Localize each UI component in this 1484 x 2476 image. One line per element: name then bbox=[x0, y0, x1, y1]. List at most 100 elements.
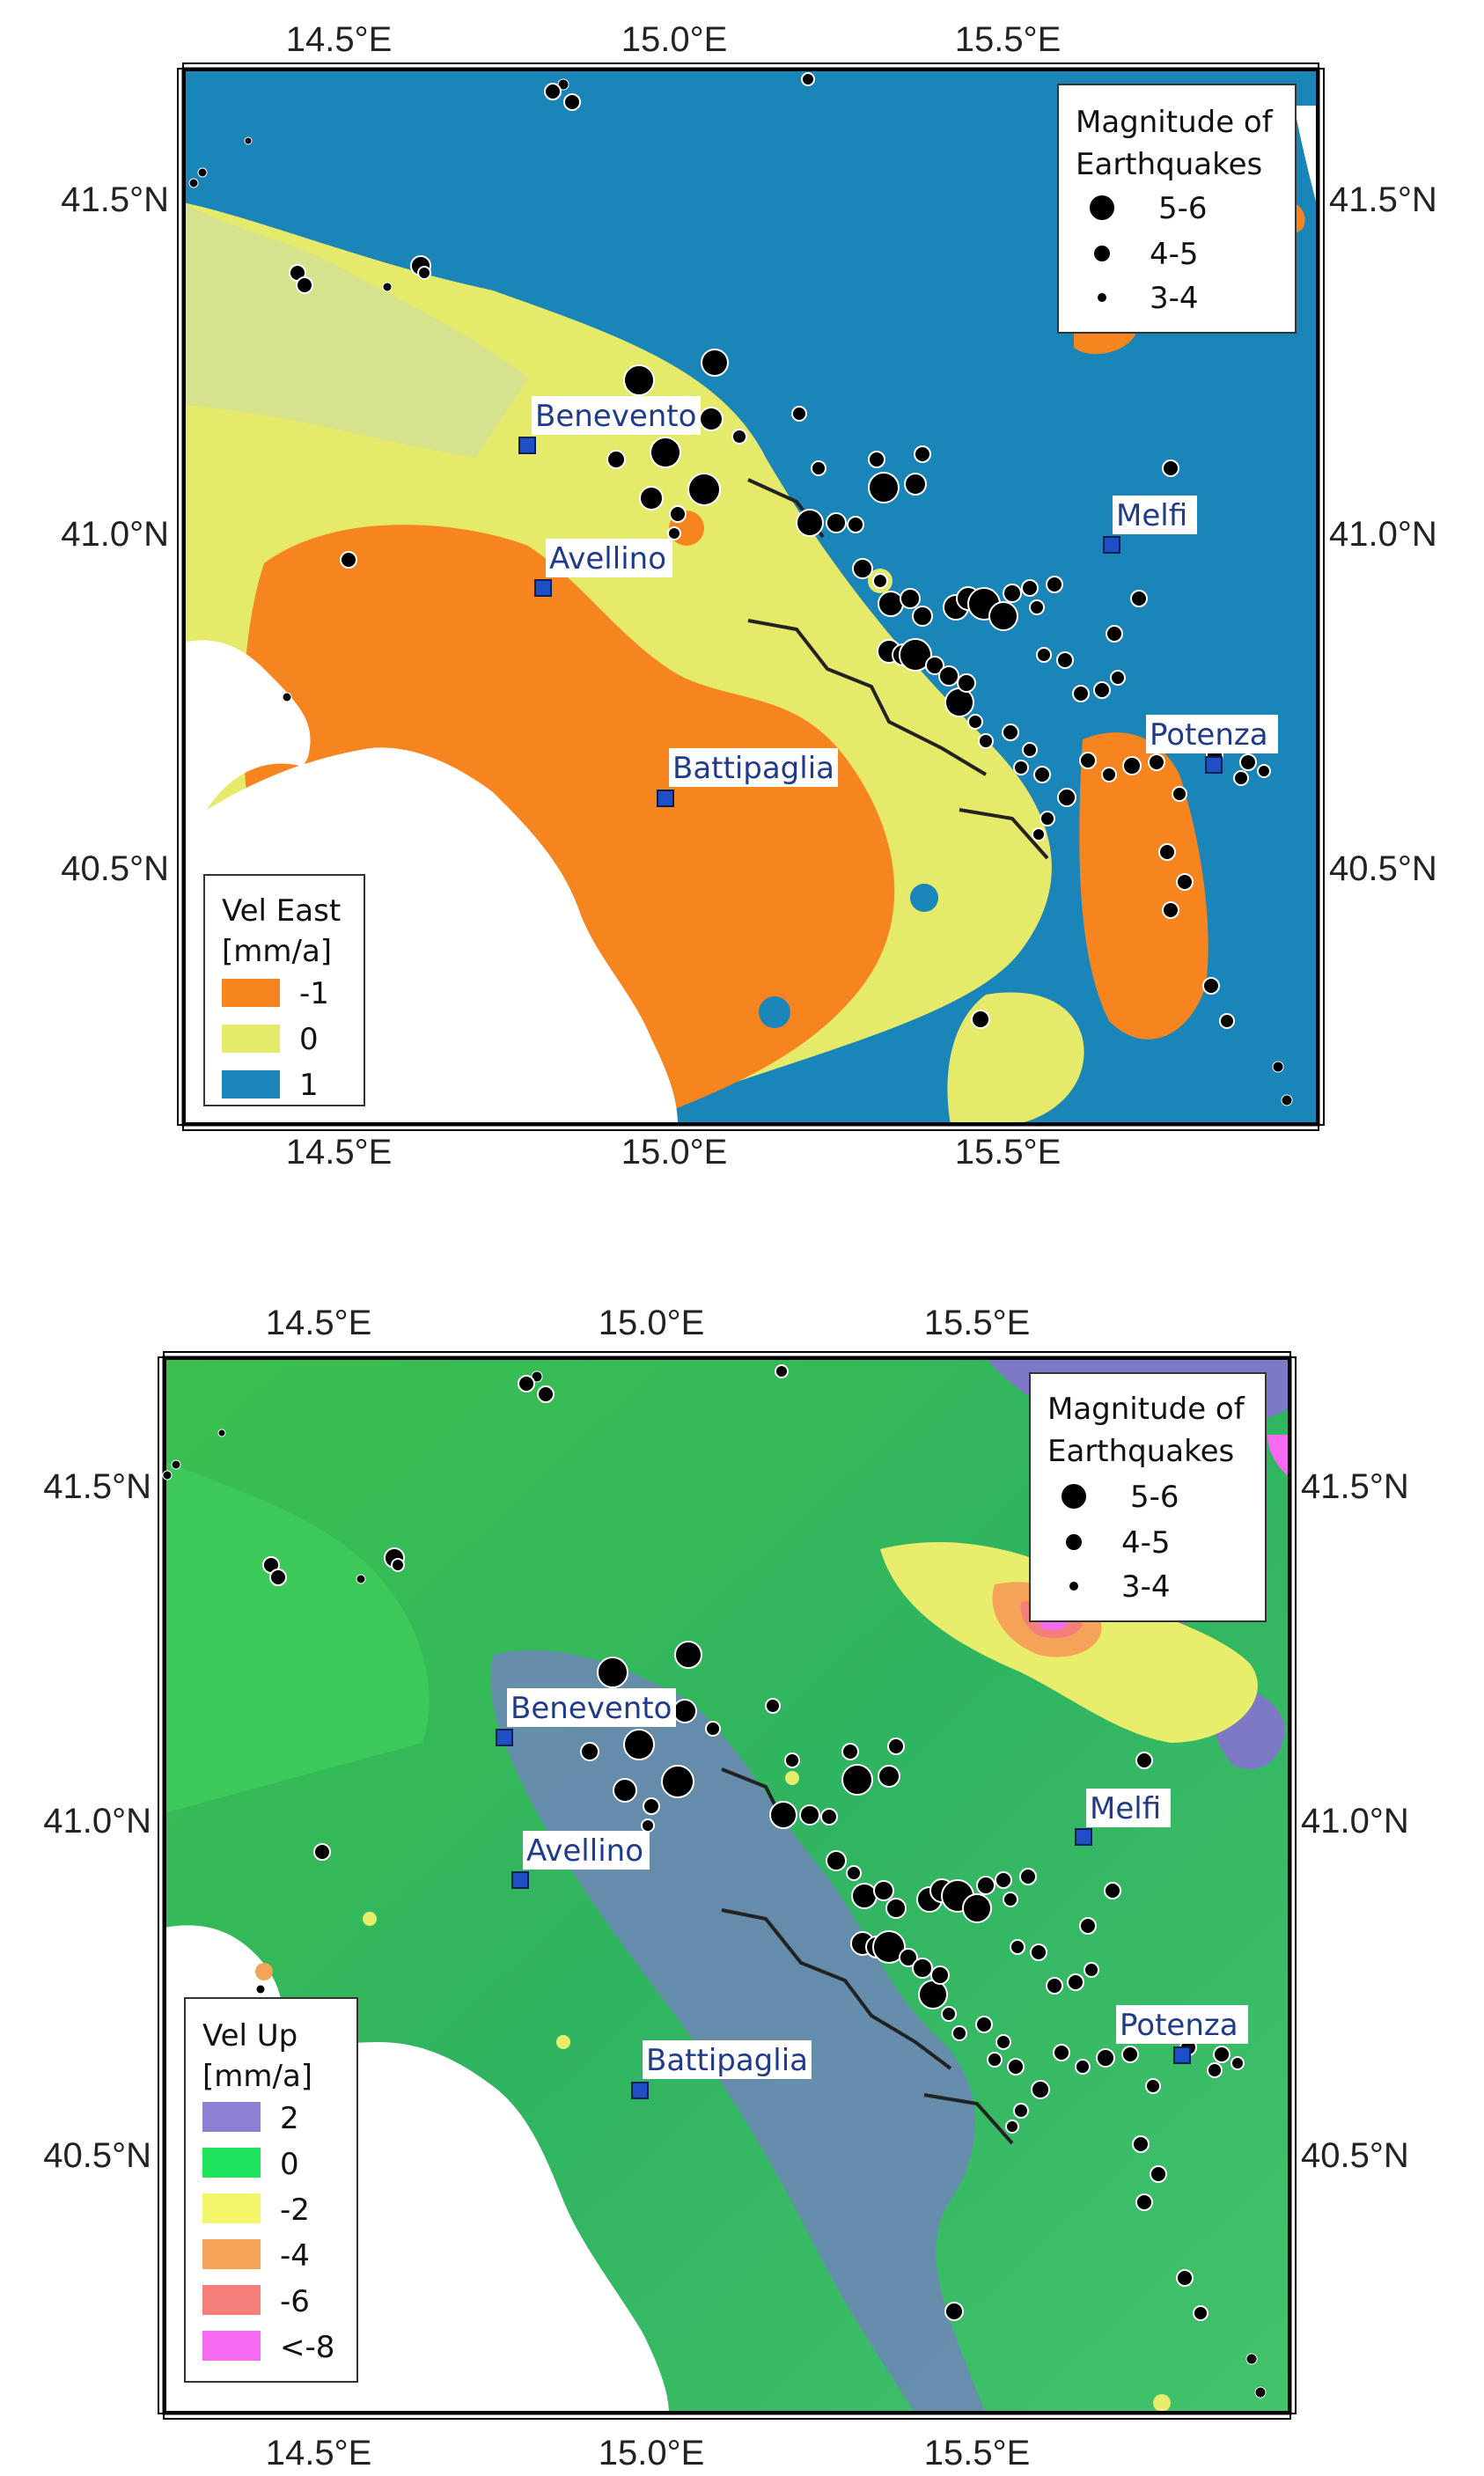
earthquake-marker bbox=[1067, 1973, 1084, 1991]
earthquake-marker bbox=[1003, 584, 1022, 603]
earthquake-marker bbox=[518, 1375, 535, 1392]
city-battipaglia: Battipaglia bbox=[657, 748, 838, 807]
earthquake-marker bbox=[784, 1752, 800, 1768]
earthquake-marker bbox=[1202, 977, 1220, 995]
earthquake-marker bbox=[1046, 1977, 1063, 1995]
city-marker bbox=[1075, 1828, 1092, 1846]
magnitude-legend-title-2: Earthquakes bbox=[1047, 1434, 1234, 1469]
earthquake-marker bbox=[699, 407, 724, 431]
earthquake-marker bbox=[701, 349, 729, 377]
earthquake-marker bbox=[1003, 1892, 1018, 1907]
earthquake-marker bbox=[1079, 1917, 1097, 1935]
earthquake-marker bbox=[1101, 767, 1117, 782]
earthquake-marker bbox=[826, 1850, 847, 1871]
earthquake-marker bbox=[639, 486, 664, 511]
lon-tick-15-5-bottom: 15.5°E bbox=[955, 1133, 1062, 1171]
earthquake-marker bbox=[1213, 2046, 1231, 2063]
magnitude-legend-title-2: Earthquakes bbox=[1076, 147, 1262, 182]
magnitude-class-5-6: 5-6 bbox=[1130, 1480, 1179, 1515]
earthquake-marker bbox=[918, 1980, 948, 2009]
earthquake-marker bbox=[1176, 873, 1194, 891]
earthquake-marker bbox=[417, 266, 431, 280]
earthquake-marker bbox=[975, 2016, 993, 2033]
earthquake-marker bbox=[667, 526, 681, 540]
earthquake-marker bbox=[672, 1699, 697, 1723]
lon-tick-14-5-top: 14.5°E bbox=[266, 1304, 372, 1342]
legend-label: 0 bbox=[280, 2147, 299, 2182]
city-marker bbox=[511, 1871, 529, 1889]
city-label-benevento: Benevento bbox=[535, 399, 696, 434]
earthquake-marker bbox=[962, 1893, 992, 1923]
earthquake-marker bbox=[1130, 590, 1148, 607]
vel-up-legend: Vel Up [mm/a] 2 0 -2 -4 -6 <-8 bbox=[184, 1997, 358, 2383]
city-melfi: Melfi bbox=[1075, 1789, 1171, 1846]
earthquake-marker bbox=[1022, 742, 1038, 758]
magnitude-class-4-5: 4-5 bbox=[1121, 1525, 1171, 1561]
earthquake-marker bbox=[967, 714, 983, 730]
city-marker bbox=[631, 2082, 649, 2099]
lat-tick-41-5-left: 41.5°N bbox=[43, 1467, 151, 1506]
legend-label: -4 bbox=[280, 2238, 310, 2274]
earthquake-marker bbox=[1093, 681, 1111, 699]
legend-label: -6 bbox=[280, 2284, 310, 2319]
lon-tick-15-5-top: 15.5°E bbox=[955, 20, 1062, 59]
legend-swatch bbox=[222, 1025, 280, 1053]
lon-tick-14-5-top: 14.5°E bbox=[286, 20, 393, 59]
city-label-avellino: Avellino bbox=[526, 1833, 643, 1869]
earthquake-marker bbox=[188, 178, 199, 188]
earthquake-marker bbox=[1172, 786, 1187, 802]
earthquake-marker bbox=[995, 1871, 1012, 1889]
lon-tick-15-5-bottom: 15.5°E bbox=[924, 2434, 1031, 2472]
earthquake-marker bbox=[1019, 1868, 1037, 1885]
magnitude-class-3-4: 3-4 bbox=[1150, 281, 1199, 316]
earthquake-marker bbox=[995, 2034, 1011, 2050]
magnitude-class-5-6: 5-6 bbox=[1158, 191, 1208, 226]
city-label-battipaglia: Battipaglia bbox=[672, 751, 834, 786]
earthquake-marker bbox=[872, 1930, 906, 1964]
magnitude-symbol-large bbox=[1060, 1482, 1088, 1510]
lat-tick-41-0-left: 41.0°N bbox=[61, 515, 169, 554]
earthquake-marker bbox=[1007, 2058, 1025, 2076]
city-marker bbox=[1173, 2046, 1191, 2064]
earthquake-marker bbox=[1158, 843, 1176, 861]
lat-tick-41-5-right: 41.5°N bbox=[1301, 1467, 1409, 1506]
earthquake-marker bbox=[1002, 724, 1019, 741]
earthquake-marker bbox=[957, 673, 976, 693]
city-marker bbox=[657, 790, 674, 807]
magnitude-legend-title-1: Magnitude of bbox=[1047, 1392, 1245, 1427]
earthquake-marker bbox=[765, 1698, 781, 1714]
earthquake-marker bbox=[878, 1765, 900, 1788]
earthquake-marker bbox=[1132, 2135, 1150, 2153]
earthquake-marker bbox=[1135, 2193, 1153, 2211]
vel-east-legend-unit: [mm/a] bbox=[222, 934, 332, 969]
lat-tick-40-5-right: 40.5°N bbox=[1301, 2136, 1409, 2175]
lat-tick-41-0-right: 41.0°N bbox=[1301, 1802, 1409, 1840]
earthquake-marker bbox=[868, 451, 885, 468]
earthquake-marker bbox=[1010, 1939, 1025, 1955]
earthquake-marker bbox=[356, 1574, 366, 1584]
earthquake-marker bbox=[1257, 764, 1271, 778]
map-panel-vel-up: 14.5°E 15.0°E 15.5°E 14.5°E 15.0°E 15.5°… bbox=[0, 1285, 1484, 2476]
earthquake-marker bbox=[1013, 760, 1029, 775]
earthquake-marker bbox=[904, 473, 927, 496]
lon-tick-15-0-top: 15.0°E bbox=[621, 20, 728, 59]
earthquake-marker bbox=[623, 364, 655, 396]
earthquake-marker bbox=[899, 638, 932, 672]
earthquake-marker bbox=[873, 1880, 894, 1901]
earthquake-marker bbox=[930, 1965, 950, 1985]
earthquake-marker bbox=[976, 1876, 995, 1895]
earthquake-marker bbox=[951, 2025, 967, 2041]
earthquake-marker bbox=[340, 551, 357, 569]
earthquake-marker bbox=[885, 1898, 907, 1919]
earthquake-marker bbox=[1056, 651, 1074, 669]
earthquake-marker bbox=[544, 83, 562, 100]
earthquake-marker bbox=[1106, 625, 1123, 643]
lat-tick-40-5-left: 40.5°N bbox=[43, 2136, 151, 2175]
earthquake-marker bbox=[791, 406, 807, 422]
earthquake-marker bbox=[914, 445, 931, 463]
earthquake-marker bbox=[847, 516, 864, 533]
earthquake-marker bbox=[391, 1558, 405, 1572]
legend-swatch bbox=[222, 979, 280, 1007]
legend-swatch bbox=[202, 2239, 261, 2269]
earthquake-marker bbox=[769, 1801, 797, 1829]
